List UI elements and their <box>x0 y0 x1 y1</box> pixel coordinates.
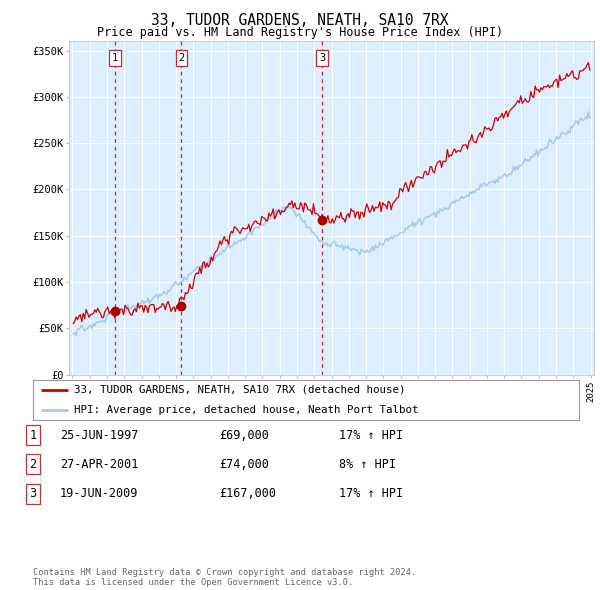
Text: Price paid vs. HM Land Registry's House Price Index (HPI): Price paid vs. HM Land Registry's House … <box>97 26 503 39</box>
Text: £69,000: £69,000 <box>219 429 269 442</box>
Text: 33, TUDOR GARDENS, NEATH, SA10 7RX (detached house): 33, TUDOR GARDENS, NEATH, SA10 7RX (deta… <box>74 385 406 395</box>
Text: 1: 1 <box>112 53 118 63</box>
Text: 8% ↑ HPI: 8% ↑ HPI <box>339 458 396 471</box>
Text: HPI: Average price, detached house, Neath Port Talbot: HPI: Average price, detached house, Neat… <box>74 405 418 415</box>
Text: 2: 2 <box>29 458 37 471</box>
Text: £167,000: £167,000 <box>219 487 276 500</box>
Text: 25-JUN-1997: 25-JUN-1997 <box>60 429 139 442</box>
Text: 33, TUDOR GARDENS, NEATH, SA10 7RX: 33, TUDOR GARDENS, NEATH, SA10 7RX <box>151 13 449 28</box>
Text: 27-APR-2001: 27-APR-2001 <box>60 458 139 471</box>
Text: 3: 3 <box>319 53 325 63</box>
Text: £74,000: £74,000 <box>219 458 269 471</box>
Text: 19-JUN-2009: 19-JUN-2009 <box>60 487 139 500</box>
Text: 17% ↑ HPI: 17% ↑ HPI <box>339 487 403 500</box>
Text: 2: 2 <box>178 53 185 63</box>
Text: 17% ↑ HPI: 17% ↑ HPI <box>339 429 403 442</box>
Text: 1: 1 <box>29 429 37 442</box>
Text: 3: 3 <box>29 487 37 500</box>
Text: Contains HM Land Registry data © Crown copyright and database right 2024.
This d: Contains HM Land Registry data © Crown c… <box>33 568 416 587</box>
